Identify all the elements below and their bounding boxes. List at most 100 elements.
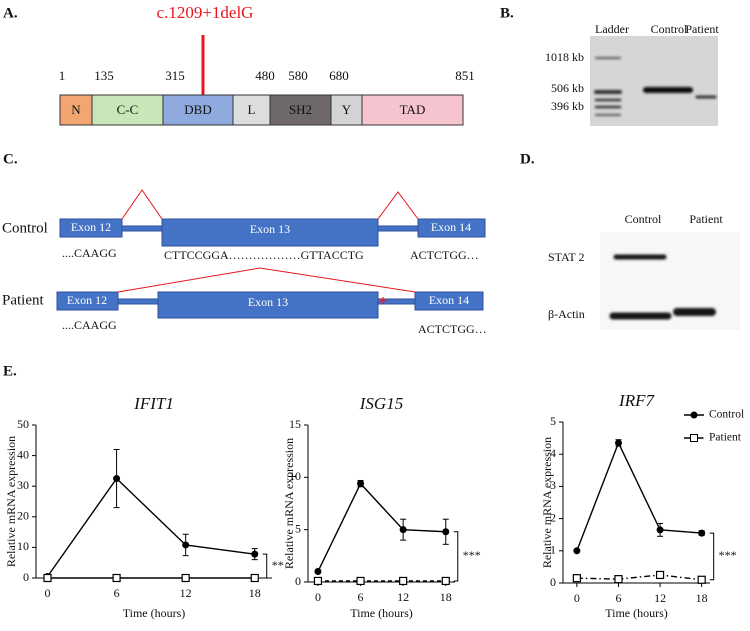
legend-label: Patient: [709, 432, 742, 444]
panel-label: E.: [3, 363, 17, 379]
domain-label: SH2: [289, 102, 312, 117]
gel-image: [590, 36, 718, 126]
marker: [655, 570, 665, 580]
x-tick-label: 12: [397, 590, 409, 604]
y-tick-label: 40: [17, 447, 29, 461]
marker: [43, 573, 52, 583]
position-label: 1: [59, 68, 66, 83]
y-tick-label: 1: [550, 543, 556, 557]
x-tick-label: 0: [45, 586, 51, 600]
position-label: 315: [165, 68, 185, 83]
position-label: 580: [288, 68, 308, 83]
y-tick-label: 30: [17, 478, 29, 492]
line-chart: IFIT1 0 10 20 30 40 50 0 6 12 18 Time (hours) Relati…: [4, 394, 284, 620]
sequence: ACTCTGG…: [418, 322, 487, 336]
protein-label: STAT 2: [548, 250, 585, 264]
mutation-asterisk: *: [379, 293, 388, 313]
y-tick-label: 10: [17, 539, 29, 553]
exon-label: Exon 12: [71, 220, 111, 234]
marker: [399, 576, 408, 586]
x-tick-label: 0: [315, 590, 321, 604]
significance-label: **: [272, 558, 284, 572]
protein-label: β-Actin: [548, 307, 585, 321]
marker: [442, 528, 450, 536]
x-tick-label: 18: [249, 586, 261, 600]
y-tick-label: 0: [550, 575, 556, 589]
y-tick-label: 4: [550, 446, 556, 460]
marker: [112, 573, 121, 583]
chart-title: IFIT1: [133, 394, 174, 413]
panel-label: A.: [3, 5, 18, 21]
x-axis-label: Time (hours): [605, 606, 668, 620]
domain-label: TAD: [400, 102, 426, 117]
legend-marker: [690, 411, 698, 419]
x-axis-label: Time (hours): [123, 606, 186, 620]
position-label: 851: [455, 68, 475, 83]
transcript: [56, 291, 484, 319]
lane-label: Ladder: [595, 22, 629, 36]
y-tick-label: 0: [295, 574, 301, 588]
domain-label: Y: [342, 102, 352, 117]
series-line: [576, 441, 702, 552]
domain-box: [361, 94, 464, 126]
x-tick-label: 12: [654, 591, 666, 605]
marker: [313, 576, 323, 586]
marker: [697, 575, 706, 584]
position-label: 680: [329, 68, 349, 83]
y-axis-label: Relative mRNA expression: [282, 438, 296, 569]
panel-label: B.: [500, 5, 514, 21]
row-label: Control: [2, 220, 48, 236]
sequence: CTTCCGGA………………GTTACCTG: [164, 248, 364, 262]
splice-line: [117, 267, 416, 293]
marker: [614, 439, 622, 447]
size-label: 1018 kb: [545, 50, 584, 64]
sequence: ....CAAGG: [62, 246, 117, 260]
lane-label: Control: [625, 212, 662, 226]
lane-label: Patient: [685, 22, 719, 36]
panel-label: D.: [520, 151, 535, 167]
x-axis-label: Time (hours): [350, 606, 413, 620]
significance-label: ***: [463, 548, 481, 562]
splice-line: [121, 189, 163, 220]
marker: [314, 568, 322, 576]
marker: [250, 573, 259, 583]
chart-title: ISG15: [359, 394, 403, 413]
exon-label: Exon 13: [248, 295, 288, 309]
chart-title: IRF7: [618, 391, 655, 410]
x-tick-label: 6: [615, 591, 621, 605]
y-axis-label: Relative mRNA expression: [540, 437, 554, 568]
y-tick-label: 2: [550, 510, 556, 524]
significance-bracket: [262, 553, 268, 579]
domain-box: [91, 94, 164, 126]
domain-label: L: [248, 102, 256, 117]
y-tick-label: 0: [23, 570, 29, 584]
domain-label: N: [71, 102, 81, 117]
splice-line: [377, 191, 419, 220]
exon-label: Exon 13: [250, 222, 290, 236]
marker: [399, 526, 407, 534]
line-chart: ISG15 0 5 10 15 0 6 12 18 Time (hours) Relative mR…: [282, 394, 481, 620]
y-tick-label: 20: [17, 509, 29, 523]
panel-label: C.: [3, 151, 18, 167]
marker: [113, 475, 121, 483]
transcript: [59, 218, 486, 247]
series-line: [576, 574, 702, 581]
marker: [182, 541, 190, 549]
significance-label: ***: [719, 548, 737, 562]
row-label: Patient: [2, 292, 44, 308]
x-tick-label: 6: [358, 590, 364, 604]
lane-label: Control: [651, 22, 688, 36]
domain-diagram: N C-C DBD L SH2 Y TAD 1 135 315 480 580 680 851: [59, 68, 475, 126]
marker: [251, 550, 259, 558]
sequence: ....CAAGG: [62, 318, 117, 332]
domain-label: DBD: [184, 102, 211, 117]
significance-bracket: [709, 532, 715, 581]
y-tick-label: 15: [289, 417, 301, 431]
exon-label: Exon 14: [431, 220, 471, 234]
size-label: 506 kb: [551, 81, 584, 95]
marker: [181, 573, 190, 583]
y-tick-label: 3: [550, 478, 556, 492]
x-tick-label: 6: [114, 586, 120, 600]
position-label: 135: [94, 68, 114, 83]
